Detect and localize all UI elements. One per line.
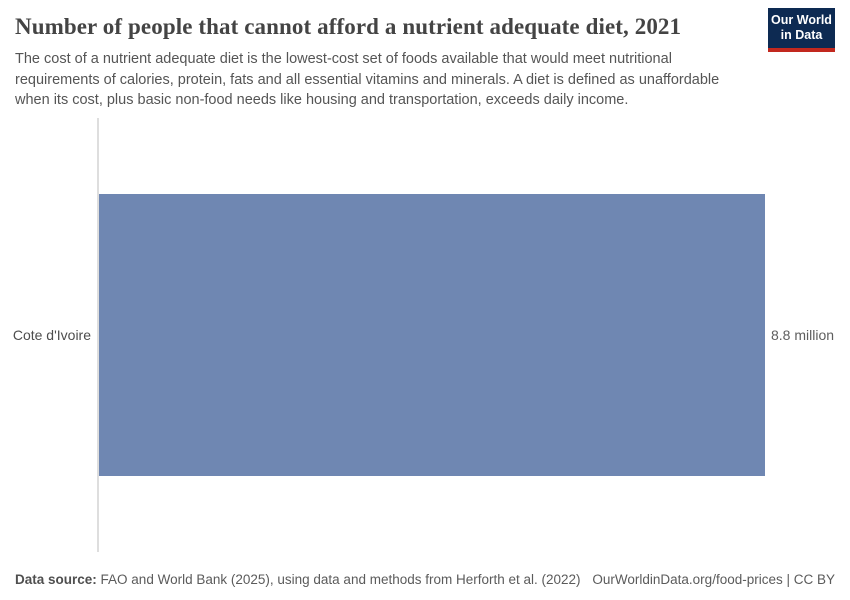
bar-chart: Cote d'Ivoire 8.8 million — [0, 118, 850, 552]
chart-header: Number of people that cannot afford a nu… — [15, 14, 835, 111]
bar[interactable] — [99, 194, 765, 476]
page-title: Number of people that cannot afford a nu… — [15, 14, 682, 39]
data-source: Data source: FAO and World Bank (2025), … — [15, 572, 581, 587]
y-axis-line — [97, 118, 99, 552]
owid-logo-line1: Our World — [771, 12, 832, 27]
chart-footer: Data source: FAO and World Bank (2025), … — [15, 572, 835, 587]
owid-logo-line2: in Data — [780, 28, 823, 42]
bar-rows: Cote d'Ivoire 8.8 million — [0, 194, 850, 476]
category-label: Cote d'Ivoire — [12, 327, 91, 343]
license-link[interactable]: OurWorldinData.org/food-prices | CC BY — [592, 572, 835, 587]
bar-row: Cote d'Ivoire 8.8 million — [0, 194, 850, 476]
value-label: 8.8 million — [771, 327, 835, 343]
data-source-text: FAO and World Bank (2025), using data an… — [100, 572, 581, 587]
chart-subtitle: The cost of a nutrient adequate diet is … — [15, 51, 720, 109]
bar-track: 8.8 million — [99, 194, 834, 476]
owid-logo: Our World in Data — [768, 8, 835, 52]
data-source-label: Data source: — [15, 572, 97, 587]
